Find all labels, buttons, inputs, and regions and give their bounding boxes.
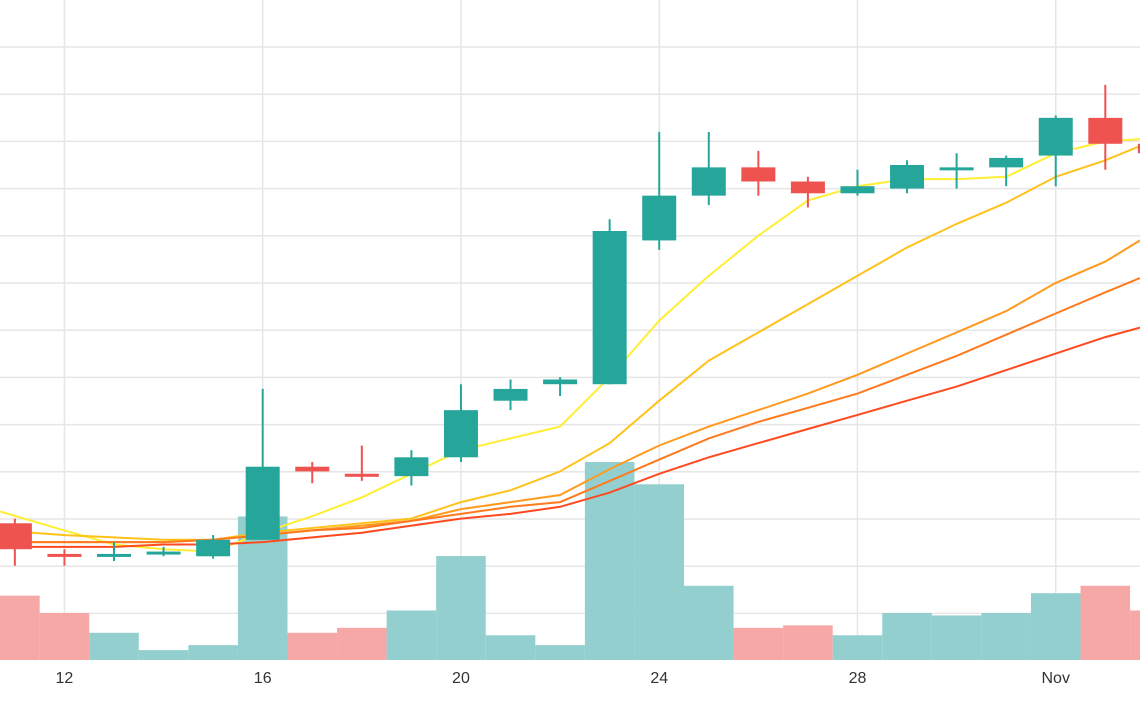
candle-body (592, 231, 627, 385)
candle-body (890, 165, 925, 189)
volume-bar (436, 556, 486, 660)
candle-body (493, 388, 528, 401)
candle-up (394, 450, 429, 486)
candle-up (989, 155, 1024, 187)
candle-up (1038, 115, 1073, 187)
volume-bar (882, 612, 932, 660)
candle-body (1038, 117, 1073, 156)
x-tick-label: Nov (1042, 670, 1070, 687)
candle-body (989, 157, 1024, 168)
x-tick-label: 20 (452, 670, 470, 687)
candle-body (543, 379, 578, 385)
volume-bar (188, 645, 238, 660)
candle-down (0, 518, 32, 566)
volume-bar (0, 595, 40, 660)
volume-bar (337, 627, 387, 660)
candle-up (691, 132, 726, 206)
candle-body (196, 539, 231, 557)
volume-bar (832, 635, 883, 660)
candle-up (890, 160, 925, 194)
candle-body (146, 551, 181, 555)
candle-up (543, 377, 578, 396)
candle-body (642, 195, 677, 241)
volume-bar (931, 615, 982, 660)
volume-bar (981, 612, 1031, 660)
candle-body (0, 523, 32, 550)
candle-up (146, 546, 181, 557)
volume-bar (89, 632, 139, 660)
candle-up (493, 379, 528, 411)
candle-up (642, 132, 677, 250)
candle-body (1088, 117, 1123, 144)
volume-bars (0, 462, 1140, 660)
volume-bar (783, 625, 833, 660)
candle-body (443, 410, 478, 458)
candle-body (295, 466, 330, 472)
volume-bar (1130, 610, 1140, 660)
candle-body (939, 167, 974, 171)
grid-lines (0, 0, 1140, 660)
candle-up (840, 169, 875, 196)
volume-bar (287, 632, 338, 660)
candle-down (741, 150, 776, 196)
x-tick-label: 12 (56, 670, 74, 687)
volume-bar (634, 484, 684, 660)
candle-down (1088, 84, 1123, 170)
candle-down (790, 176, 825, 208)
candle-body (691, 167, 726, 196)
candle-body (394, 457, 429, 477)
candle-up (97, 542, 131, 561)
candle-up (939, 153, 974, 189)
volume-bar (584, 462, 635, 660)
volume-bar (684, 585, 734, 660)
candle-body (741, 167, 776, 182)
x-tick-label: 28 (849, 670, 867, 687)
candle-up (443, 384, 478, 462)
candle-body (840, 186, 875, 194)
candle-body (47, 553, 82, 557)
candle-body (97, 553, 131, 557)
candle-down (344, 445, 379, 481)
candle-down (295, 462, 330, 484)
candle-up (245, 388, 280, 540)
volume-bar (386, 610, 437, 660)
volume-bar (138, 650, 189, 660)
candle-body (245, 466, 280, 540)
x-tick-label: 16 (254, 670, 272, 687)
candle-down (47, 549, 82, 566)
candles (0, 84, 1140, 566)
volume-bar (1030, 593, 1081, 660)
volume-bar (1080, 585, 1131, 660)
candle-body (790, 181, 825, 194)
x-tick-label: 24 (650, 670, 668, 687)
volume-bar (39, 612, 90, 660)
candle-down (1137, 143, 1140, 154)
volume-bar (485, 635, 536, 660)
candle-body (1137, 143, 1140, 154)
volume-bar (535, 645, 585, 660)
candle-up (196, 535, 231, 559)
x-axis-ticks: 12 16 20 24 28 Nov (56, 670, 1070, 687)
candle-up (592, 219, 627, 385)
volume-bar (733, 627, 784, 660)
candle-body (344, 473, 379, 477)
